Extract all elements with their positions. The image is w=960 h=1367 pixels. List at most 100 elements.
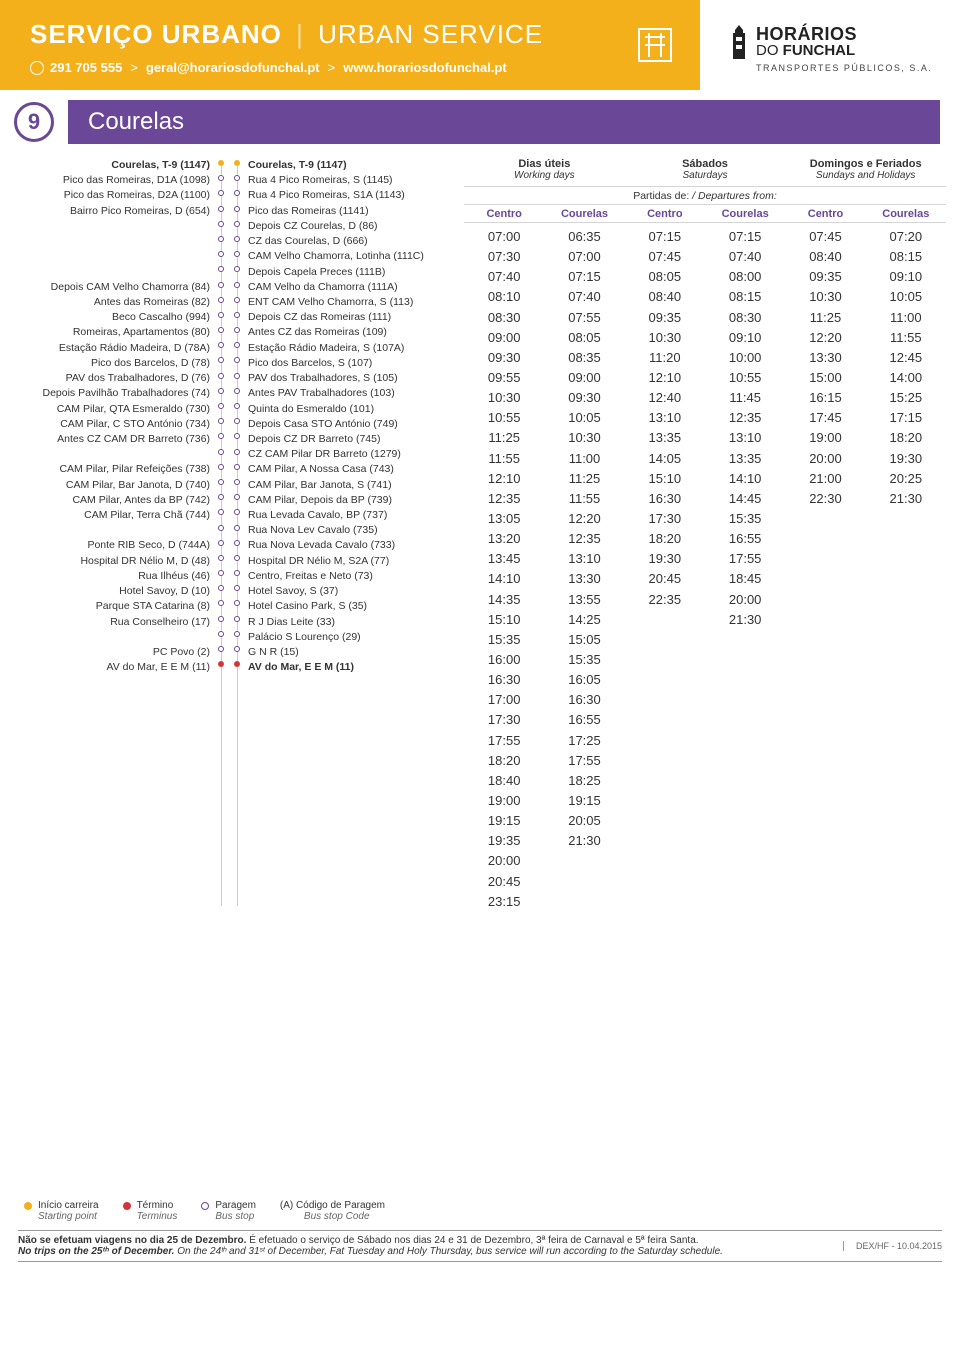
- sub-header: Courelas: [705, 205, 785, 223]
- time-cell: 10:30: [649, 328, 682, 348]
- time-cell: 08:40: [809, 247, 842, 267]
- stop-right-row: Depois CZ DR Barreto (745): [248, 432, 380, 447]
- stop-dot: [234, 251, 240, 257]
- stop-left-row: Estação Rádio Madeira, D (78A): [59, 341, 210, 356]
- time-cell: 15:35: [729, 509, 762, 529]
- stop-dot: [234, 555, 240, 561]
- time-cell: 20:45: [649, 569, 682, 589]
- sub-header: Courelas: [866, 205, 946, 223]
- stop-dot: [218, 555, 224, 561]
- time-cell: 17:00: [488, 690, 521, 710]
- time-cell: 08:05: [568, 328, 601, 348]
- start-dot-icon: [24, 1202, 32, 1210]
- route-bar: 9 Courelas: [0, 100, 960, 144]
- stops-right-col: Courelas, T-9 (1147)Rua 4 Pico Romeiras,…: [248, 158, 444, 912]
- time-cell: 16:55: [568, 710, 601, 730]
- content: Courelas, T-9 (1147)Pico das Romeiras, D…: [0, 158, 960, 912]
- stop-dot: [218, 479, 224, 485]
- time-cell: 13:55: [568, 590, 601, 610]
- stop-dot: [234, 403, 240, 409]
- stops-columns: Courelas, T-9 (1147)Pico das Romeiras, D…: [14, 158, 444, 912]
- time-cell: 09:35: [809, 267, 842, 287]
- stop-dot: [218, 616, 224, 622]
- note-pt-bold: Não se efetuam viagens no dia 25 de Deze…: [18, 1235, 246, 1246]
- phone-icon: [30, 61, 44, 75]
- time-cell: 18:20: [649, 529, 682, 549]
- time-cell: 21:30: [729, 610, 762, 630]
- stop-dot: [218, 509, 224, 515]
- stop-left-row: Beco Cascalho (994): [112, 310, 210, 325]
- stop-dot: [218, 160, 224, 166]
- brand-line1: HORÁRIOS: [756, 25, 857, 43]
- time-cell: 07:40: [488, 267, 521, 287]
- stop-dot: [218, 418, 224, 424]
- time-cell: 10:55: [729, 368, 762, 388]
- stop-dot: [234, 418, 240, 424]
- stop-left-row: [207, 447, 210, 462]
- stop-dot: [218, 251, 224, 257]
- time-cell: 07:45: [809, 227, 842, 247]
- stop-dot: [218, 327, 224, 333]
- stop-right-row: CAM Pilar, Depois da BP (739): [248, 493, 392, 508]
- stop-dot: [234, 646, 240, 652]
- stop-dot: [234, 190, 240, 196]
- time-cell: 07:15: [568, 267, 601, 287]
- time-cell: 11:55: [569, 489, 601, 509]
- time-cell: 16:15: [809, 388, 842, 408]
- time-cell: 08:05: [649, 267, 682, 287]
- time-cell: 16:00: [488, 650, 521, 670]
- time-cell: 12:20: [809, 328, 842, 348]
- departures-pt: Partidas de:: [633, 190, 689, 202]
- time-cell: 19:35: [488, 831, 521, 851]
- timetable-column: 06:3507:0007:1507:4007:5508:0508:3509:00…: [544, 223, 624, 912]
- stop-right-row: CAM Pilar, Bar Janota, S (741): [248, 478, 392, 493]
- time-cell: 17:30: [488, 710, 521, 730]
- stop-dot: [218, 433, 224, 439]
- stop-dot: [218, 297, 224, 303]
- stop-dot-icon: [201, 1202, 209, 1210]
- stop-dot: [234, 206, 240, 212]
- time-cell: 11:00: [569, 449, 601, 469]
- time-cell: 10:55: [488, 408, 521, 428]
- legend-stop-text: Paragem Bus stop: [215, 1200, 256, 1222]
- stop-right-row: ENT CAM Velho Chamorra, S (113): [248, 295, 413, 310]
- time-cell: 10:30: [568, 428, 601, 448]
- stop-dot: [218, 494, 224, 500]
- header-left: SERVIÇO URBANO | URBAN SERVICE 291 705 5…: [0, 0, 610, 90]
- stop-dot: [218, 631, 224, 637]
- stop-dot: [218, 600, 224, 606]
- service-title: SERVIÇO URBANO | URBAN SERVICE: [30, 19, 586, 50]
- stop-left-row: CAM Pilar, Bar Janota, D (740): [66, 478, 210, 493]
- note-en: No trips on the 25ᵗʰ of December. On the…: [18, 1246, 833, 1257]
- time-cell: 14:25: [568, 610, 601, 630]
- time-cell: 17:55: [568, 751, 601, 771]
- stop-right-row: Depois CZ das Romeiras (111): [248, 310, 391, 325]
- stop-left-row: Hotel Savoy, D (10): [119, 584, 210, 599]
- sub-header: Centro: [464, 205, 544, 223]
- stops-left-col: Courelas, T-9 (1147)Pico das Romeiras, D…: [14, 158, 210, 912]
- time-cell: 09:30: [568, 388, 601, 408]
- time-cell: 11:55: [890, 328, 922, 348]
- stop-dot: [218, 175, 224, 181]
- stop-left-row: Antes CZ CAM DR Barreto (736): [57, 432, 210, 447]
- time-cell: 10:05: [568, 408, 601, 428]
- time-cell: 12:35: [488, 489, 521, 509]
- time-cell: 15:10: [649, 469, 682, 489]
- stop-left-row: Pico dos Barcelos, D (78): [91, 356, 210, 371]
- stop-right-row: Rua 4 Pico Romeiras, S (1145): [248, 173, 393, 188]
- stop-left-row: Antes das Romeiras (82): [94, 295, 210, 310]
- service-title-bold: SERVIÇO URBANO: [30, 19, 282, 49]
- stop-dot: [234, 616, 240, 622]
- legend-code: (A) Código de Paragem Bus stop Code: [280, 1200, 385, 1222]
- time-cell: 13:30: [809, 348, 842, 368]
- time-cell: 15:00: [809, 368, 842, 388]
- stop-dot: [218, 585, 224, 591]
- time-cell: 17:30: [649, 509, 682, 529]
- route-number: 9: [14, 102, 54, 142]
- time-cell: 07:40: [568, 287, 601, 307]
- time-cell: 07:40: [729, 247, 762, 267]
- legend: Início carreira Starting point Término T…: [0, 1192, 960, 1230]
- day-group: SábadosSaturdays: [625, 158, 786, 183]
- day-group-en: Saturdays: [625, 170, 786, 181]
- time-cell: 19:00: [488, 791, 521, 811]
